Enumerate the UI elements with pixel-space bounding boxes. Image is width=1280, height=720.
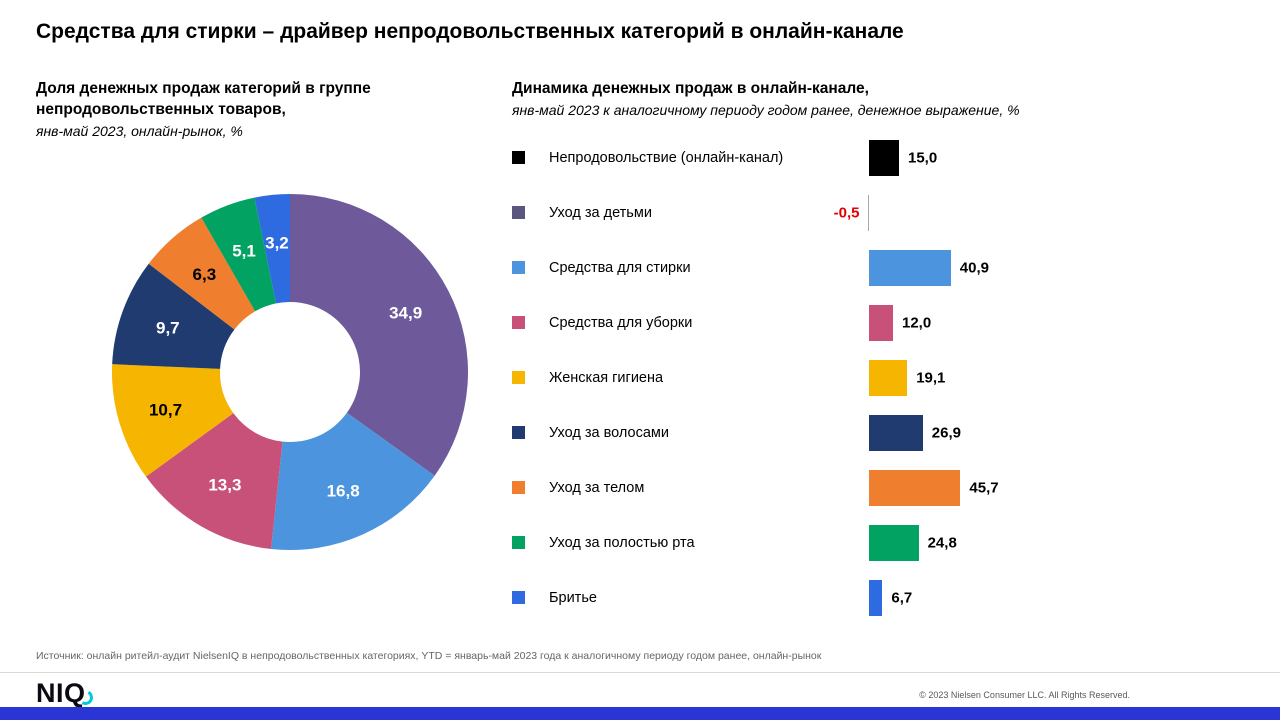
bar-row: Женская гигиена 19,1 [512,350,1252,405]
donut-slice-8 [254,194,290,304]
bar-row: Бритье 6,7 [512,570,1252,625]
donut-slice-value: 5,1 [232,241,256,260]
donut-slice-value: 16,8 [327,482,360,501]
niq-logo: NIQ [36,678,95,708]
donut-slice-value: 10,7 [149,400,182,419]
category-label: Женская гигиена [549,369,664,386]
category-label: Уход за волосами [549,424,669,441]
bar-zone: 12,0 [799,295,1252,350]
bar-value-label: 26,9 [931,424,961,441]
donut-slice-7 [201,197,277,312]
bar-zone: -0,5 [799,185,1252,240]
donut-slice-value: 6,3 [193,265,217,284]
bar-row: Средства для уборки 12,0 [512,295,1252,350]
bar-value-label: 6,7 [891,589,913,606]
bar-chart-subtitle: янв-май 2023 к аналогичному периоду годо… [512,102,1020,118]
legend-swatch [512,371,525,384]
source-footnote: Источник: онлайн ритейл-аудит NielsenIQ … [36,650,822,662]
category-label: Средства для стирки [549,259,691,276]
bar-zone: 26,9 [799,405,1252,460]
bar-value-label: -0,5 [833,204,860,221]
bar-zone: 40,9 [799,240,1252,295]
category-label: Средства для уборки [549,314,693,331]
bar [869,469,961,506]
donut-slice-value: 9,7 [156,319,180,338]
donut-chart-subtitle: янв-май 2023, онлайн-рынок, % [36,123,243,139]
bar-chart: Непродовольствие (онлайн-канал) 15,0 Уход … [512,130,1252,625]
bar [869,139,899,176]
legend-swatch [512,261,525,274]
donut-slice-value: 13,3 [208,475,241,494]
bar-value-label: 12,0 [902,314,932,331]
bar-row: Уход за волосами 26,9 [512,405,1252,460]
donut-slice-3 [145,413,283,549]
category-label: Непродовольствие (онлайн-канал) [549,149,784,166]
bar-value-label: 19,1 [916,369,946,386]
donut-slice-value: 34,9 [389,304,422,323]
footer-separator [0,672,1280,673]
bar-zone: 6,7 [799,570,1252,625]
bar-row: Уход за полостью рта 24,8 [512,515,1252,570]
bar-row: Средства для стирки 40,9 [512,240,1252,295]
bar [869,359,908,396]
bar [869,249,951,286]
bar-value-label: 40,9 [959,259,989,276]
bar-value-label: 15,0 [908,149,938,166]
bar-zone: 24,8 [799,515,1252,570]
bar [869,414,923,451]
donut-chart-title: Доля денежных продаж категорий в группе … [36,80,371,118]
bar-zone: 19,1 [799,350,1252,405]
donut-slice-6 [148,217,256,330]
bar-chart-header: Динамика денежных продаж в онлайн-канале… [512,78,1252,120]
legend-swatch [512,151,525,164]
category-label: Уход за детьми [549,204,652,221]
donut-slice-1 [290,194,469,476]
page-title: Средства для стирки – драйвер непродовол… [36,20,904,43]
donut-slice-4 [111,364,234,477]
donut-slice-2 [271,412,435,551]
copyright-text: © 2023 Nielsen Consumer LLC. All Rights … [919,690,1130,700]
bar [867,194,869,231]
bar-value-label: 24,8 [927,534,957,551]
category-label: Уход за полостью рта [549,534,695,551]
footer-accent-bar [0,707,1280,720]
legend-swatch [512,536,525,549]
bar-chart-title: Динамика денежных продаж в онлайн-канале… [512,80,869,97]
legend-swatch [512,481,525,494]
legend-swatch [512,426,525,439]
bar-value-label: 45,7 [969,479,999,496]
donut-chart: 34,9 16,8 13,3 10,7 9,7 6,3 5,1 3,2 [100,182,480,562]
niq-logo-text: NIQ [36,678,86,708]
bar-row: Уход за телом 45,7 [512,460,1252,515]
donut-slice-5 [112,263,235,369]
legend-swatch [512,206,525,219]
legend-swatch [512,591,525,604]
bar-row: Уход за детьми -0,5 [512,185,1252,240]
donut-slice-value: 3,2 [265,234,289,253]
bar-zone: 15,0 [799,130,1252,185]
bar-row: Непродовольствие (онлайн-канал) 15,0 [512,130,1252,185]
bar [869,579,883,616]
bar [869,524,919,561]
category-label: Уход за телом [549,479,645,496]
legend-swatch [512,316,525,329]
bar-zone: 45,7 [799,460,1252,515]
bar [869,304,893,341]
category-label: Бритье [549,589,597,606]
donut-chart-svg: 34,9 16,8 13,3 10,7 9,7 6,3 5,1 3,2 [111,194,469,551]
donut-chart-header: Доля денежных продаж категорий в группе … [36,78,486,141]
